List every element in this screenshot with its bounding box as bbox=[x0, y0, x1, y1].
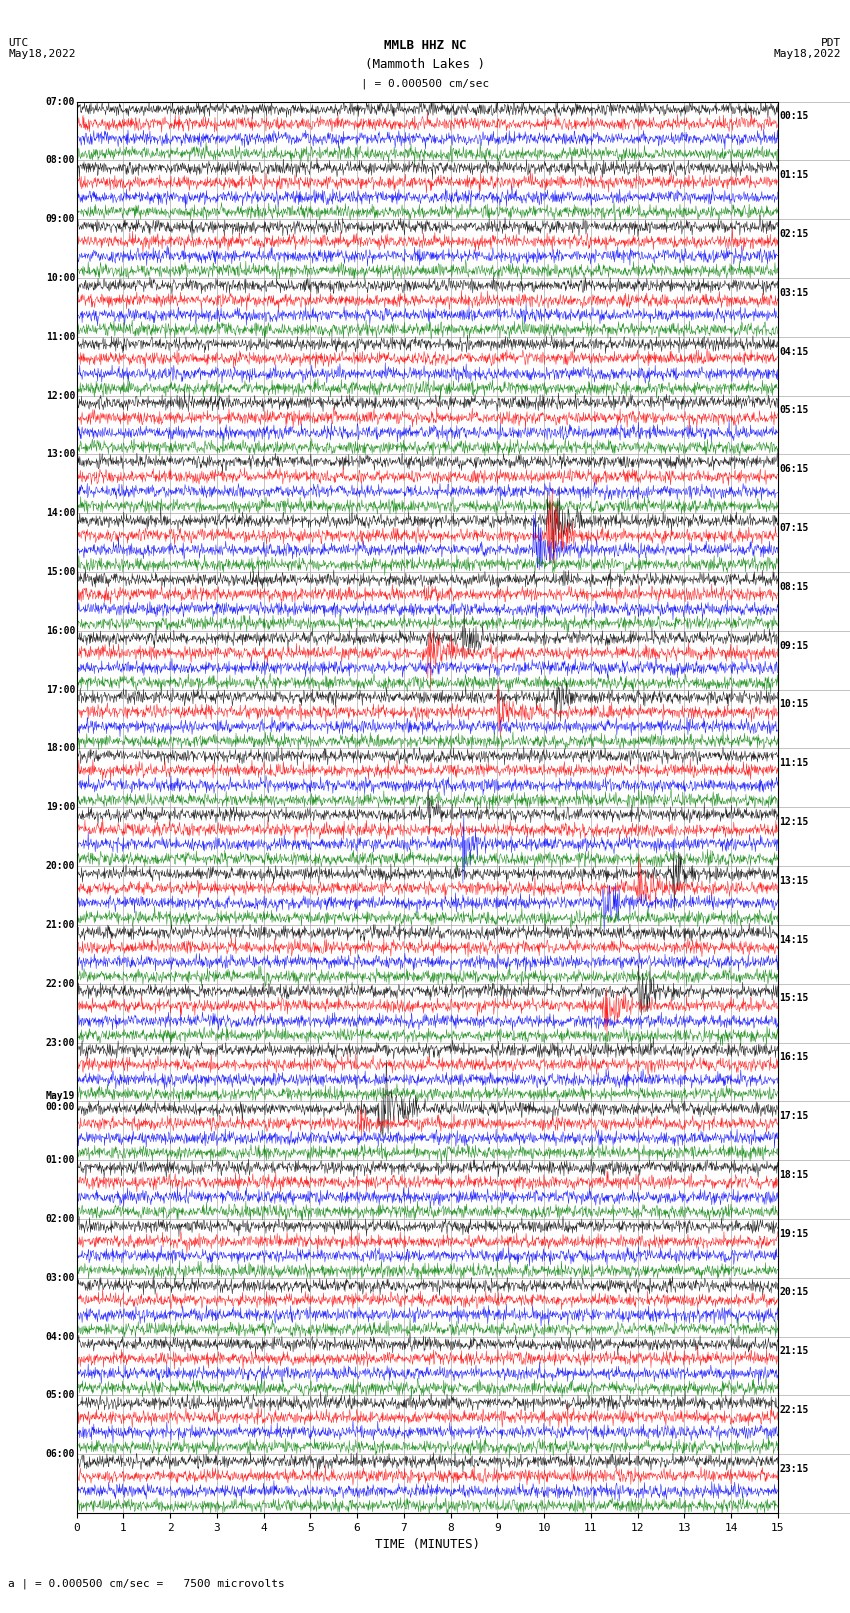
Text: 19:00: 19:00 bbox=[46, 802, 75, 813]
Text: 03:15: 03:15 bbox=[779, 287, 808, 298]
Text: 07:15: 07:15 bbox=[779, 523, 808, 532]
Text: 06:00: 06:00 bbox=[46, 1448, 75, 1460]
Text: 19:15: 19:15 bbox=[779, 1229, 808, 1239]
Text: 04:15: 04:15 bbox=[779, 347, 808, 356]
Text: 22:15: 22:15 bbox=[779, 1405, 808, 1415]
Text: 05:00: 05:00 bbox=[46, 1390, 75, 1400]
Text: 09:00: 09:00 bbox=[46, 215, 75, 224]
Text: 21:00: 21:00 bbox=[46, 919, 75, 931]
Text: 07:00: 07:00 bbox=[46, 97, 75, 106]
Text: 14:00: 14:00 bbox=[46, 508, 75, 518]
Text: 15:15: 15:15 bbox=[779, 994, 808, 1003]
Text: 12:00: 12:00 bbox=[46, 390, 75, 400]
Text: 02:00: 02:00 bbox=[46, 1215, 75, 1224]
Text: May19
00:00: May19 00:00 bbox=[46, 1090, 75, 1111]
Text: 06:15: 06:15 bbox=[779, 465, 808, 474]
Text: 18:15: 18:15 bbox=[779, 1169, 808, 1179]
Text: PDT
May18,2022: PDT May18,2022 bbox=[774, 37, 842, 60]
Text: 11:00: 11:00 bbox=[46, 332, 75, 342]
Text: MMLB HHZ NC: MMLB HHZ NC bbox=[383, 39, 467, 52]
Text: 01:15: 01:15 bbox=[779, 169, 808, 181]
Text: 08:00: 08:00 bbox=[46, 155, 75, 166]
Text: 20:00: 20:00 bbox=[46, 861, 75, 871]
Text: (Mammoth Lakes ): (Mammoth Lakes ) bbox=[365, 58, 485, 71]
Text: 03:00: 03:00 bbox=[46, 1273, 75, 1282]
Text: 10:15: 10:15 bbox=[779, 700, 808, 710]
Text: 16:15: 16:15 bbox=[779, 1052, 808, 1063]
Text: a | = 0.000500 cm/sec =   7500 microvolts: a | = 0.000500 cm/sec = 7500 microvolts bbox=[8, 1579, 286, 1589]
Text: 02:15: 02:15 bbox=[779, 229, 808, 239]
Text: 17:00: 17:00 bbox=[46, 684, 75, 695]
Text: 10:00: 10:00 bbox=[46, 273, 75, 282]
Text: 11:15: 11:15 bbox=[779, 758, 808, 768]
Text: 14:15: 14:15 bbox=[779, 934, 808, 945]
Text: 08:15: 08:15 bbox=[779, 582, 808, 592]
Text: UTC
May18,2022: UTC May18,2022 bbox=[8, 37, 76, 60]
Text: 01:00: 01:00 bbox=[46, 1155, 75, 1165]
Text: 05:15: 05:15 bbox=[779, 405, 808, 416]
Text: 18:00: 18:00 bbox=[46, 744, 75, 753]
X-axis label: TIME (MINUTES): TIME (MINUTES) bbox=[375, 1539, 479, 1552]
Text: 21:15: 21:15 bbox=[779, 1347, 808, 1357]
Text: 15:00: 15:00 bbox=[46, 568, 75, 577]
Text: 16:00: 16:00 bbox=[46, 626, 75, 636]
Text: | = 0.000500 cm/sec: | = 0.000500 cm/sec bbox=[361, 79, 489, 89]
Text: 13:15: 13:15 bbox=[779, 876, 808, 886]
Text: 09:15: 09:15 bbox=[779, 640, 808, 650]
Text: 00:15: 00:15 bbox=[779, 111, 808, 121]
Text: 17:15: 17:15 bbox=[779, 1111, 808, 1121]
Text: 23:00: 23:00 bbox=[46, 1037, 75, 1047]
Text: 23:15: 23:15 bbox=[779, 1465, 808, 1474]
Text: 22:00: 22:00 bbox=[46, 979, 75, 989]
Text: 12:15: 12:15 bbox=[779, 818, 808, 827]
Text: 13:00: 13:00 bbox=[46, 450, 75, 460]
Text: 20:15: 20:15 bbox=[779, 1287, 808, 1297]
Text: 04:00: 04:00 bbox=[46, 1332, 75, 1342]
